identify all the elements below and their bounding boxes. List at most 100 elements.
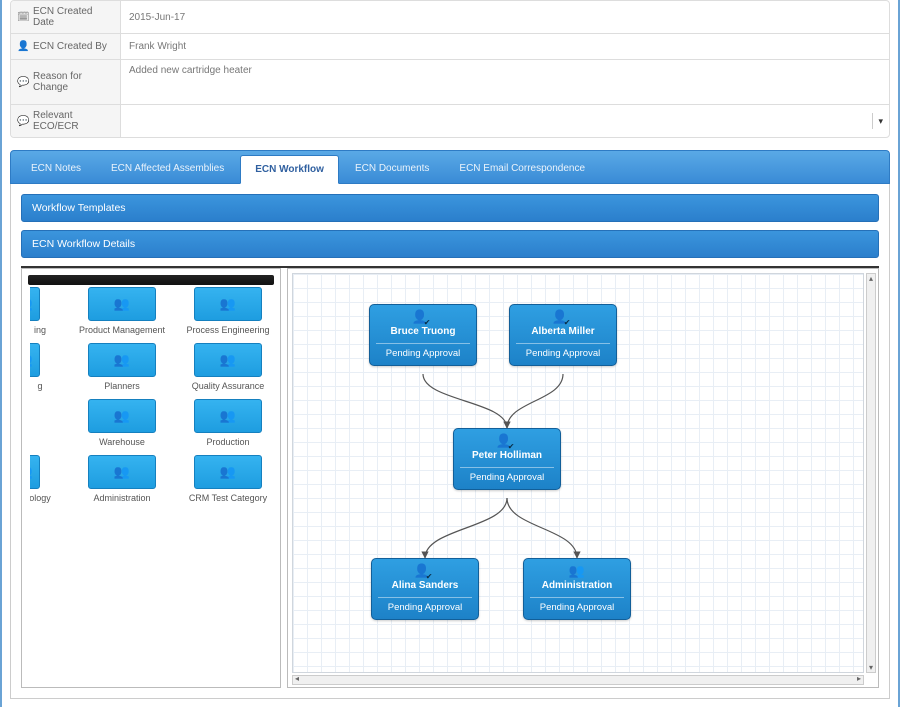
label-created-by-text: ECN Created By bbox=[33, 41, 107, 52]
workflow-edge bbox=[425, 498, 507, 558]
palette-tile-product-mgmt[interactable]: Product Management bbox=[78, 287, 166, 335]
palette-label: Planners bbox=[104, 381, 140, 391]
tab-documents[interactable]: ECN Documents bbox=[341, 155, 443, 183]
palette-label: ology bbox=[30, 493, 51, 503]
tab-email[interactable]: ECN Email Correspondence bbox=[445, 155, 599, 183]
users-icon bbox=[220, 408, 236, 424]
palette-tile-planners[interactable]: Planners bbox=[78, 343, 166, 391]
node-name: Bruce Truong bbox=[372, 326, 474, 337]
users-icon bbox=[526, 563, 628, 578]
workflow-canvas-panel: Bruce TruongPending ApprovalAlberta Mill… bbox=[287, 268, 879, 688]
palette-tile-admin[interactable]: Administration bbox=[78, 455, 166, 503]
value-created-by: Frank Wright bbox=[121, 34, 889, 59]
calendar-icon bbox=[17, 12, 29, 23]
node-status: Pending Approval bbox=[372, 348, 474, 359]
palette-label: g bbox=[37, 381, 42, 391]
users-icon bbox=[30, 296, 33, 312]
workflow-node-n3[interactable]: Peter Holliman Pending Approval bbox=[453, 428, 561, 490]
node-status: Pending Approval bbox=[512, 348, 614, 359]
palette-label: Administration bbox=[93, 493, 150, 503]
node-name: Alina Sanders bbox=[374, 580, 476, 591]
palette-tile-warehouse[interactable]: Warehouse bbox=[78, 399, 166, 447]
node-divider bbox=[376, 343, 470, 344]
users-icon bbox=[30, 464, 33, 480]
tab-body-workflow: Workflow Templates ECN Workflow Details … bbox=[10, 184, 890, 699]
palette-topbar bbox=[28, 275, 274, 285]
palette-label: Quality Assurance bbox=[192, 381, 265, 391]
user-check-icon bbox=[456, 433, 558, 448]
workflow-edge bbox=[507, 498, 577, 558]
label-reason-text: Reason for Change bbox=[33, 71, 114, 93]
label-created-date-text: ECN Created Date bbox=[33, 6, 114, 28]
node-name: Alberta Miller bbox=[512, 326, 614, 337]
users-icon bbox=[114, 296, 130, 312]
workflow-canvas[interactable]: Bruce TruongPending ApprovalAlberta Mill… bbox=[292, 273, 864, 673]
label-created-date: ECN Created Date bbox=[11, 1, 121, 33]
palette-tile-partial-4[interactable]: ology bbox=[30, 455, 60, 503]
workflow-node-n2[interactable]: Alberta Miller Pending Approval bbox=[509, 304, 617, 366]
palette-tile-partial-2[interactable]: g bbox=[30, 343, 60, 391]
row-relevant: Relevant ECO/ECR bbox=[11, 105, 889, 137]
palette-tile-production[interactable]: Production bbox=[184, 399, 272, 447]
palette-tile-qa[interactable]: Quality Assurance bbox=[184, 343, 272, 391]
tab-workflow[interactable]: ECN Workflow bbox=[240, 155, 339, 184]
ecn-header-form: ECN Created Date 2015-Jun-17 ECN Created… bbox=[10, 0, 890, 138]
node-status: Pending Approval bbox=[526, 602, 628, 613]
row-created-by: ECN Created By Frank Wright bbox=[11, 34, 889, 60]
node-divider bbox=[530, 597, 624, 598]
workflow-node-n5[interactable]: Administration Pending Approval bbox=[523, 558, 631, 620]
users-icon bbox=[114, 464, 130, 480]
palette-label: ing bbox=[34, 325, 46, 335]
section-workflow-details[interactable]: ECN Workflow Details bbox=[21, 230, 879, 258]
tab-affected[interactable]: ECN Affected Assemblies bbox=[97, 155, 238, 183]
workflow-node-n1[interactable]: Bruce Truong Pending Approval bbox=[369, 304, 477, 366]
palette-label: CRM Test Category bbox=[189, 493, 267, 503]
users-icon bbox=[220, 296, 236, 312]
comment-icon bbox=[17, 77, 29, 88]
palette-tile-partial-1[interactable]: ing bbox=[30, 287, 60, 335]
palette-tile-crm[interactable]: CRM Test Category bbox=[184, 455, 272, 503]
users-icon bbox=[114, 352, 130, 368]
palette-label: Process Engineering bbox=[186, 325, 269, 335]
palette-grid: ing Product Management Process Engineeri… bbox=[30, 287, 272, 503]
section-workflow-templates[interactable]: Workflow Templates bbox=[21, 194, 879, 222]
workflow-palette-scroll[interactable]: ing Product Management Process Engineeri… bbox=[22, 269, 280, 674]
node-divider bbox=[378, 597, 472, 598]
node-status: Pending Approval bbox=[374, 602, 476, 613]
workflow-area: ing Product Management Process Engineeri… bbox=[21, 266, 879, 688]
users-icon bbox=[30, 352, 33, 368]
workflow-edge bbox=[423, 374, 507, 428]
value-created-date: 2015-Jun-17 bbox=[121, 1, 889, 33]
node-name: Peter Holliman bbox=[456, 450, 558, 461]
node-status: Pending Approval bbox=[456, 472, 558, 483]
palette-label: Production bbox=[206, 437, 249, 447]
ecn-tabbar: ECN Notes ECN Affected Assemblies ECN Wo… bbox=[10, 150, 890, 184]
canvas-vertical-scrollbar[interactable] bbox=[866, 273, 876, 673]
label-relevant: Relevant ECO/ECR bbox=[11, 105, 121, 137]
user-check-icon bbox=[372, 309, 474, 324]
palette-label: Product Management bbox=[79, 325, 165, 335]
row-created-date: ECN Created Date 2015-Jun-17 bbox=[11, 1, 889, 34]
comment-icon bbox=[17, 116, 29, 127]
user-icon bbox=[17, 41, 29, 52]
value-reason[interactable]: Added new cartridge heater bbox=[121, 60, 889, 104]
workflow-edge bbox=[507, 374, 563, 428]
users-icon bbox=[220, 464, 236, 480]
user-check-icon bbox=[374, 563, 476, 578]
workflow-palette-panel: ing Product Management Process Engineeri… bbox=[21, 268, 281, 688]
label-created-by: ECN Created By bbox=[11, 34, 121, 59]
tab-notes[interactable]: ECN Notes bbox=[17, 155, 95, 183]
value-relevant-select[interactable] bbox=[121, 105, 889, 137]
users-icon bbox=[114, 408, 130, 424]
user-check-icon bbox=[512, 309, 614, 324]
node-name: Administration bbox=[526, 580, 628, 591]
palette-label: Warehouse bbox=[99, 437, 145, 447]
row-reason: Reason for Change Added new cartridge he… bbox=[11, 60, 889, 105]
workflow-node-n4[interactable]: Alina Sanders Pending Approval bbox=[371, 558, 479, 620]
palette-tile-process-eng[interactable]: Process Engineering bbox=[184, 287, 272, 335]
node-divider bbox=[460, 467, 554, 468]
node-divider bbox=[516, 343, 610, 344]
canvas-horizontal-scrollbar[interactable] bbox=[292, 675, 864, 685]
label-reason: Reason for Change bbox=[11, 60, 121, 104]
users-icon bbox=[220, 352, 236, 368]
